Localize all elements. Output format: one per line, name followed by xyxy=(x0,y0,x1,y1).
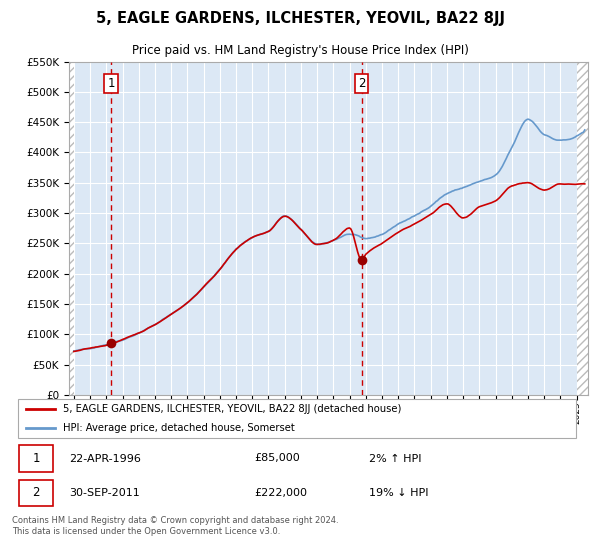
Text: 19% ↓ HPI: 19% ↓ HPI xyxy=(369,488,428,498)
FancyBboxPatch shape xyxy=(18,399,577,438)
FancyBboxPatch shape xyxy=(19,445,53,472)
Text: 1: 1 xyxy=(32,452,40,465)
Text: £222,000: £222,000 xyxy=(254,488,307,498)
Bar xyxy=(69,62,74,395)
Text: HPI: Average price, detached house, Somerset: HPI: Average price, detached house, Some… xyxy=(62,423,295,433)
Text: 5, EAGLE GARDENS, ILCHESTER, YEOVIL, BA22 8JJ (detached house): 5, EAGLE GARDENS, ILCHESTER, YEOVIL, BA2… xyxy=(62,404,401,414)
Text: 22-APR-1996: 22-APR-1996 xyxy=(70,454,142,464)
Bar xyxy=(577,62,588,395)
Text: Contains HM Land Registry data © Crown copyright and database right 2024.
This d: Contains HM Land Registry data © Crown c… xyxy=(12,516,338,535)
FancyBboxPatch shape xyxy=(19,479,53,506)
Text: 2: 2 xyxy=(358,77,365,90)
Text: 2: 2 xyxy=(32,486,40,500)
Text: 1: 1 xyxy=(107,77,115,90)
Text: £85,000: £85,000 xyxy=(254,454,299,464)
Text: 5, EAGLE GARDENS, ILCHESTER, YEOVIL, BA22 8JJ: 5, EAGLE GARDENS, ILCHESTER, YEOVIL, BA2… xyxy=(95,11,505,26)
Text: 2% ↑ HPI: 2% ↑ HPI xyxy=(369,454,422,464)
Text: Price paid vs. HM Land Registry's House Price Index (HPI): Price paid vs. HM Land Registry's House … xyxy=(131,44,469,57)
Text: 30-SEP-2011: 30-SEP-2011 xyxy=(70,488,140,498)
